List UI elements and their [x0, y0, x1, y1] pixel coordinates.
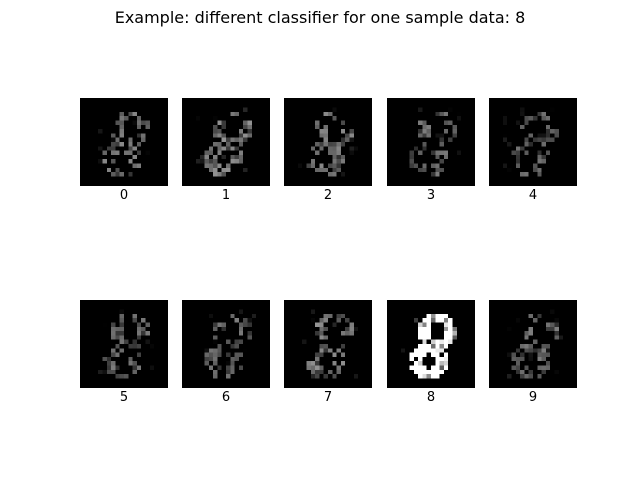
classifier-label-7: 7	[323, 390, 333, 405]
classifier-label-4: 4	[528, 188, 538, 203]
classifier-image-5	[80, 300, 168, 388]
classifier-image-6	[182, 300, 270, 388]
classifier-image-0	[80, 98, 168, 186]
classifier-label-0: 0	[119, 188, 129, 203]
figure-title: Example: different classifier for one sa…	[114, 8, 526, 27]
classifier-label-8: 8	[426, 390, 436, 405]
classifier-image-1	[182, 98, 270, 186]
classifier-image-4	[489, 98, 577, 186]
classifier-image-7	[284, 300, 372, 388]
classifier-label-1: 1	[221, 188, 231, 203]
classifier-label-2: 2	[323, 188, 333, 203]
classifier-label-9: 9	[528, 390, 538, 405]
classifier-label-6: 6	[221, 390, 231, 405]
classifier-label-5: 5	[119, 390, 129, 405]
classifier-image-8	[387, 300, 475, 388]
classifier-image-3	[387, 98, 475, 186]
classifier-image-9	[489, 300, 577, 388]
classifier-image-2	[284, 98, 372, 186]
classifier-label-3: 3	[426, 188, 436, 203]
